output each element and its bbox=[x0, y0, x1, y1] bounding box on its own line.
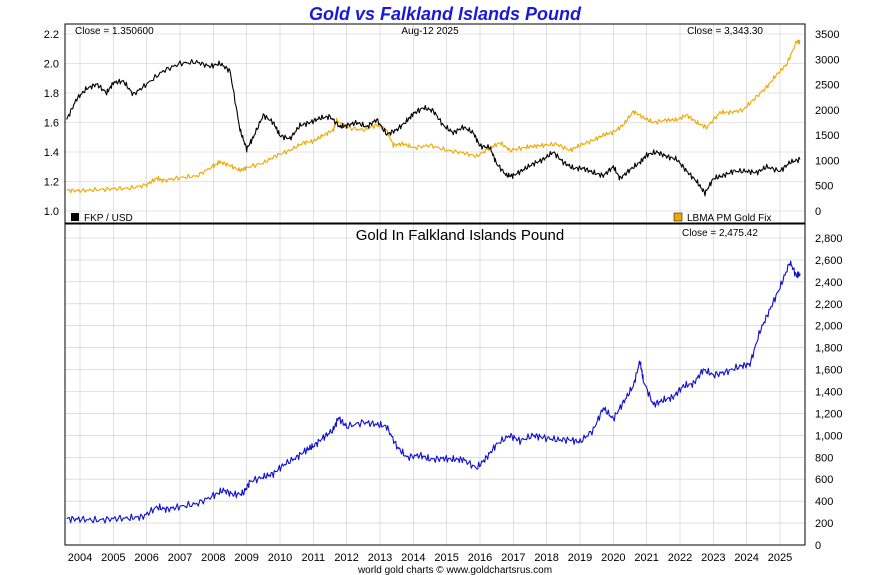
x-tick-label: 2014 bbox=[401, 552, 425, 564]
y-right-tick-label: 3500 bbox=[815, 29, 839, 41]
y-left-tick-label: 1.8 bbox=[44, 88, 59, 100]
x-tick-label: 2019 bbox=[568, 552, 592, 564]
bottom-panel-frame bbox=[64, 223, 806, 546]
y-bottom-tick-label: 2,600 bbox=[815, 255, 843, 267]
y-bottom-tick-label: 1,400 bbox=[815, 387, 843, 399]
gold-fkp-line bbox=[66, 260, 801, 524]
bottom-close: Close = 2,475.42 bbox=[682, 228, 758, 239]
legend-gold-label: LBMA PM Gold Fix bbox=[687, 213, 771, 224]
x-tick-label: 2004 bbox=[68, 552, 92, 564]
gold-usd-line bbox=[66, 39, 801, 194]
top-panel-frame bbox=[64, 23, 806, 224]
y-bottom-tick-label: 1,200 bbox=[815, 408, 843, 420]
x-tick-label: 2009 bbox=[234, 552, 258, 564]
y-bottom-tick-label: 0 bbox=[815, 540, 821, 552]
x-tick-label: 2015 bbox=[434, 552, 458, 564]
x-tick-label: 2013 bbox=[368, 552, 392, 564]
y-bottom-tick-label: 1,800 bbox=[815, 343, 843, 355]
legend-fkp-swatch bbox=[71, 213, 79, 221]
x-tick-label: 2016 bbox=[468, 552, 492, 564]
x-tick-label: 2010 bbox=[268, 552, 292, 564]
y-right-tick-label: 2500 bbox=[815, 80, 839, 92]
y-right-tick-label: 2000 bbox=[815, 105, 839, 117]
y-right-tick-label: 1500 bbox=[815, 130, 839, 142]
x-tick-label: 2025 bbox=[768, 552, 792, 564]
y-left-tick-label: 1.2 bbox=[44, 177, 59, 189]
x-tick-label: 2024 bbox=[734, 552, 758, 564]
y-left-tick-label: 1.0 bbox=[44, 206, 59, 218]
top-panel-grid bbox=[65, 24, 805, 223]
fkp-usd-line bbox=[66, 59, 801, 197]
y-bottom-tick-label: 400 bbox=[815, 496, 833, 508]
x-tick-label: 2011 bbox=[302, 552, 326, 564]
top-close-left: Close = 1.350600 bbox=[75, 26, 154, 37]
x-tick-label: 2023 bbox=[701, 552, 725, 564]
y-left-tick-label: 1.6 bbox=[44, 118, 59, 130]
y-right-tick-label: 3000 bbox=[815, 54, 839, 66]
y-left-tick-label: 2.2 bbox=[44, 29, 59, 41]
top-close-right: Close = 3,343.30 bbox=[687, 26, 763, 37]
ticks-layer: 2004 2005 2006 2007 2008 2009 2010 2011 2012 2013… bbox=[44, 29, 843, 564]
x-tick-label: 2018 bbox=[534, 552, 558, 564]
top-date: Aug-12 2025 bbox=[401, 26, 459, 37]
y-right-tick-label: 500 bbox=[815, 181, 833, 193]
footer-credit: world gold charts © www.goldchartsrus.co… bbox=[357, 565, 552, 575]
bottom-panel-grid bbox=[65, 224, 805, 546]
y-bottom-tick-label: 200 bbox=[815, 518, 833, 530]
y-left-tick-label: 2.0 bbox=[44, 59, 59, 71]
y-bottom-tick-label: 1,000 bbox=[815, 430, 843, 442]
y-right-tick-label: 1000 bbox=[815, 155, 839, 167]
x-tick-label: 2020 bbox=[601, 552, 625, 564]
x-tick-label: 2017 bbox=[501, 552, 525, 564]
bottom-title: Gold In Falkland Islands Pound bbox=[356, 227, 564, 244]
legend-fkp-label: FKP / USD bbox=[84, 213, 133, 224]
x-tick-label: 2008 bbox=[201, 552, 225, 564]
y-bottom-tick-label: 2,800 bbox=[815, 233, 843, 245]
y-bottom-tick-label: 800 bbox=[815, 452, 833, 464]
series-layer bbox=[66, 39, 801, 524]
x-tick-label: 2006 bbox=[134, 552, 158, 564]
y-bottom-tick-label: 1,600 bbox=[815, 365, 843, 377]
x-tick-label: 2005 bbox=[101, 552, 125, 564]
y-bottom-tick-label: 600 bbox=[815, 474, 833, 486]
x-tick-label: 2021 bbox=[634, 552, 658, 564]
chart-title: Gold vs Falkland Islands Pound bbox=[309, 4, 582, 24]
y-bottom-tick-label: 2,400 bbox=[815, 277, 843, 289]
y-bottom-tick-label: 2,000 bbox=[815, 321, 843, 333]
x-tick-label: 2022 bbox=[668, 552, 692, 564]
y-right-tick-label: 0 bbox=[815, 206, 821, 218]
x-tick-label: 2012 bbox=[334, 552, 358, 564]
legend-gold-swatch bbox=[673, 212, 683, 222]
y-left-tick-label: 1.4 bbox=[44, 147, 59, 159]
y-bottom-tick-label: 2,200 bbox=[815, 299, 843, 311]
x-tick-label: 2007 bbox=[168, 552, 192, 564]
